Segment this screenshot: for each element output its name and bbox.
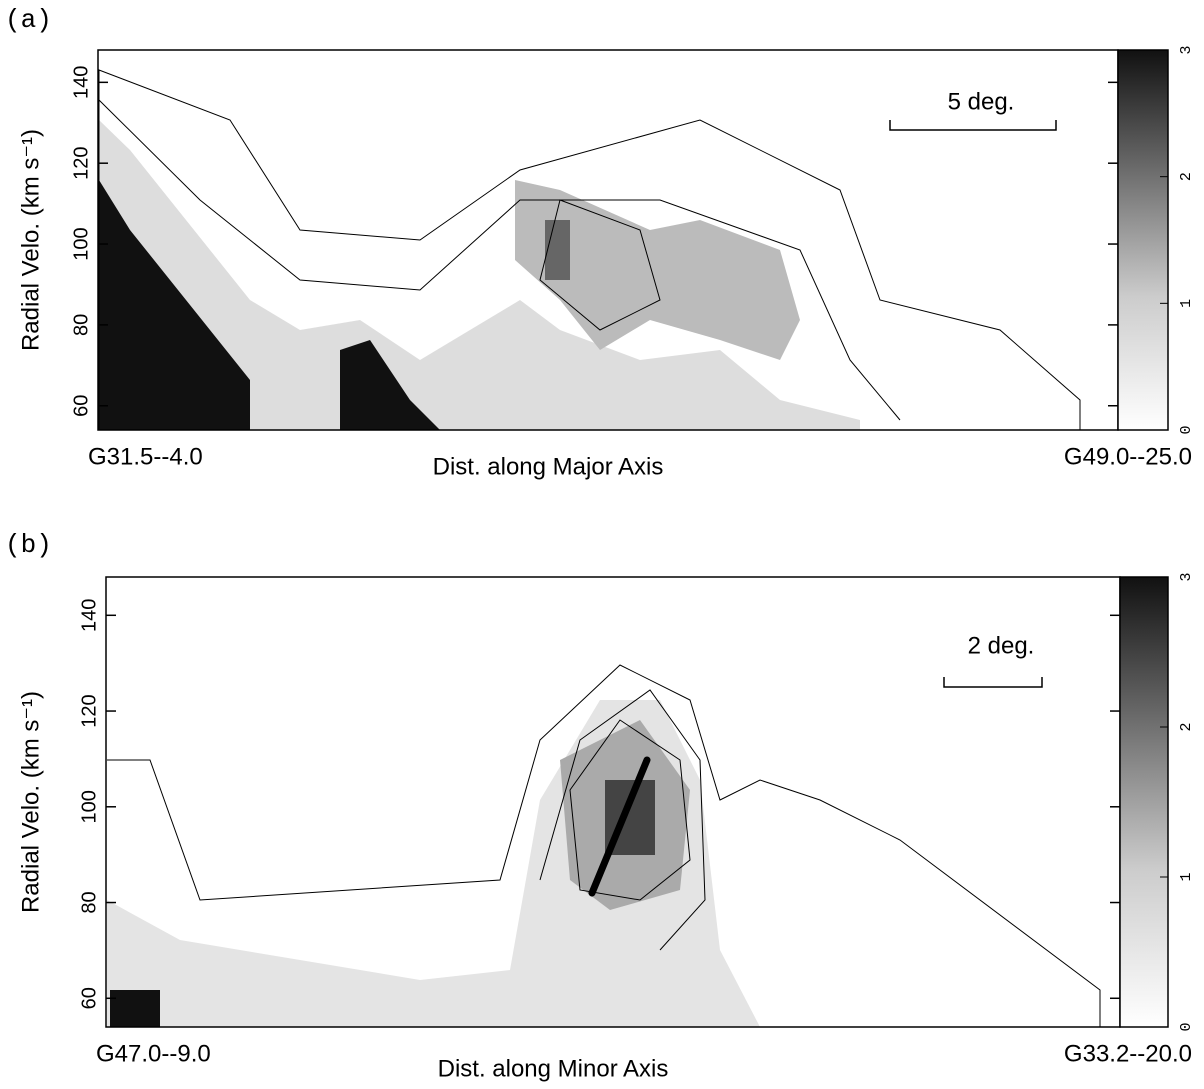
colorbar-tick-label: 0 xyxy=(1178,425,1195,434)
x-start-label: G47.0--9.0 xyxy=(96,1040,211,1067)
colorbar-tick-label: 3 xyxy=(1178,45,1195,54)
x-end-label: G49.0--25.0 xyxy=(1064,443,1192,470)
y-tick-label: 80 xyxy=(70,314,92,336)
colorbar-tick-label: 2 xyxy=(1178,172,1195,181)
x-start-label: G31.5--4.0 xyxy=(88,443,203,470)
scale-bar xyxy=(890,120,1056,130)
colorbar-tick-label: 0 xyxy=(1178,1022,1195,1031)
colorbar-tick-label: 1 xyxy=(1178,872,1195,881)
emission-image xyxy=(99,70,1080,430)
y-tick-label: 140 xyxy=(78,599,100,632)
y-axis-label: Radial Velo. (km s⁻¹) xyxy=(17,129,44,351)
y-tick-label: 100 xyxy=(78,790,100,823)
colorbar-tick-label: 3 xyxy=(1178,572,1195,581)
panel-label: (a) xyxy=(5,5,52,35)
scale-bar-label: 5 deg. xyxy=(948,88,1015,115)
x-axis-label: Dist. along Major Axis xyxy=(433,453,664,480)
y-tick-label: 140 xyxy=(70,66,92,99)
y-tick-label: 100 xyxy=(70,227,92,260)
colorbar xyxy=(1118,50,1168,430)
emission-image xyxy=(107,665,1100,1027)
scale-bar xyxy=(944,677,1042,687)
colorbar xyxy=(1120,577,1168,1027)
colorbar-tick-label: 1 xyxy=(1178,299,1195,308)
scale-bar-label: 2 deg. xyxy=(968,632,1035,659)
y-axis-label: Radial Velo. (km s⁻¹) xyxy=(17,691,44,913)
panel-label: (b) xyxy=(5,530,52,560)
figure: 01236080100120140(a)Radial Velo. (km s⁻¹… xyxy=(0,0,1204,1089)
y-tick-label: 80 xyxy=(78,891,100,913)
x-axis-label: Dist. along Minor Axis xyxy=(438,1055,669,1082)
x-end-label: G33.2--20.0 xyxy=(1064,1040,1192,1067)
colorbar-tick-label: 2 xyxy=(1178,722,1195,731)
y-tick-label: 60 xyxy=(70,395,92,417)
y-tick-label: 120 xyxy=(70,147,92,180)
y-tick-label: 120 xyxy=(78,694,100,727)
y-tick-label: 60 xyxy=(78,987,100,1009)
